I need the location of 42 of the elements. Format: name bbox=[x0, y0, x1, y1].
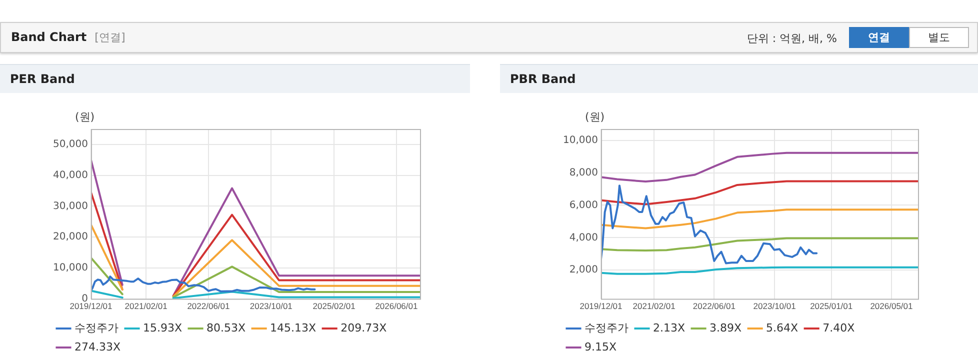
x-tick-label: 2022/06/01 bbox=[187, 301, 230, 312]
x-tick-label: 2025/01/01 bbox=[810, 301, 853, 312]
y-tick-label: 4,000 bbox=[569, 232, 598, 244]
x-tick-label: 2026/06/01 bbox=[375, 301, 418, 312]
y-axis-title: (원) bbox=[74, 110, 95, 124]
y-tick-label: 20,000 bbox=[52, 232, 88, 243]
x-tick-label: 2023/10/01 bbox=[753, 301, 796, 312]
legend-label: 145.13X bbox=[270, 321, 317, 334]
legend-label: 15.93X bbox=[143, 321, 182, 334]
text: Band Chart bbox=[11, 30, 87, 44]
y-tick-label: 40,000 bbox=[52, 170, 88, 181]
y-tick-label: 30,000 bbox=[52, 200, 88, 212]
legend-label: 3.89X bbox=[710, 321, 742, 334]
x-tick-label: 2021/02/01 bbox=[632, 301, 676, 312]
chart-title: PBR Band bbox=[500, 64, 978, 93]
legend-label: 80.53X bbox=[206, 321, 246, 334]
x-tick-label: 2026/05/01 bbox=[870, 301, 914, 312]
legend-label: 274.33X bbox=[74, 340, 121, 354]
y-tick-label: 50,000 bbox=[52, 139, 88, 150]
x-tick-label: 2023/10/01 bbox=[250, 301, 293, 312]
y-tick-label: 6,000 bbox=[569, 200, 598, 211]
legend-label: 2.13X bbox=[653, 321, 686, 334]
x-tick-label: 2021/02/01 bbox=[124, 301, 168, 312]
y-axis-title: (원) bbox=[584, 110, 605, 124]
x-tick-label: 2022/06/01 bbox=[692, 301, 736, 312]
y-tick-label: 10,000 bbox=[52, 262, 88, 274]
legend-label: 수정주가 bbox=[74, 321, 118, 334]
legend-label: 209.73X bbox=[340, 321, 388, 334]
y-tick-label: 10,000 bbox=[562, 134, 598, 146]
text: 별도 bbox=[909, 27, 969, 48]
legend-label: 9.15X bbox=[584, 340, 617, 354]
text: [연결] bbox=[94, 31, 126, 44]
legend-label: 5.64X bbox=[766, 321, 799, 334]
text: 연결 bbox=[849, 27, 909, 48]
legend-label: 수정주가 bbox=[584, 321, 628, 334]
x-tick-label: 2019/12/01 bbox=[580, 301, 623, 312]
chart-title: PER Band bbox=[0, 64, 470, 93]
y-tick-label: 2,000 bbox=[569, 264, 598, 276]
y-tick-label: 8,000 bbox=[569, 167, 598, 178]
text: 단위 : 억원, 배, % bbox=[746, 31, 837, 46]
x-tick-label: 2025/02/01 bbox=[312, 301, 356, 312]
legend-label: 7.40X bbox=[822, 321, 856, 334]
